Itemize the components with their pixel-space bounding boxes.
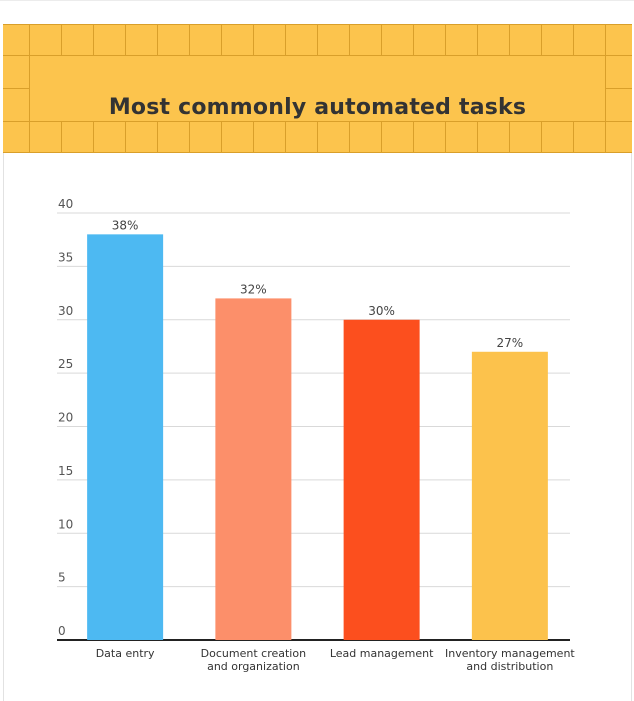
bar — [215, 298, 292, 640]
y-tick-label: 35 — [58, 250, 73, 264]
y-tick-label: 10 — [58, 517, 73, 531]
y-tick-label: 15 — [58, 464, 73, 478]
title-banner: Most commonly automated tasks — [3, 24, 632, 153]
y-tick-label: 20 — [58, 411, 73, 425]
y-tick-label: 40 — [58, 197, 73, 211]
data-label: 32% — [240, 282, 267, 296]
banner-grid-pattern — [3, 24, 632, 153]
x-tick-label: Lead management — [330, 647, 434, 660]
data-label: 38% — [112, 218, 139, 232]
top-border-line — [0, 0, 634, 1]
x-tick-label: Data entry — [96, 647, 155, 660]
bar — [87, 234, 164, 640]
y-tick-label: 5 — [58, 571, 66, 585]
data-label: 30% — [368, 304, 395, 318]
y-tick-label: 0 — [58, 624, 66, 638]
x-tick-label: and distribution — [466, 660, 553, 673]
y-tick-label: 30 — [58, 304, 73, 318]
x-tick-label: Inventory management — [445, 647, 575, 660]
y-tick-label: 25 — [58, 357, 73, 371]
bar — [471, 351, 548, 640]
chart-title: Most commonly automated tasks — [108, 95, 527, 120]
bar-chart: 0 5 10 15 20 25 30 35 40 38% Data entry 32% Document… — [57, 197, 575, 673]
x-tick-label: Document creation — [201, 647, 306, 660]
x-tick-label: and organization — [207, 660, 300, 673]
bar — [343, 319, 420, 640]
data-label: 27% — [497, 336, 524, 350]
